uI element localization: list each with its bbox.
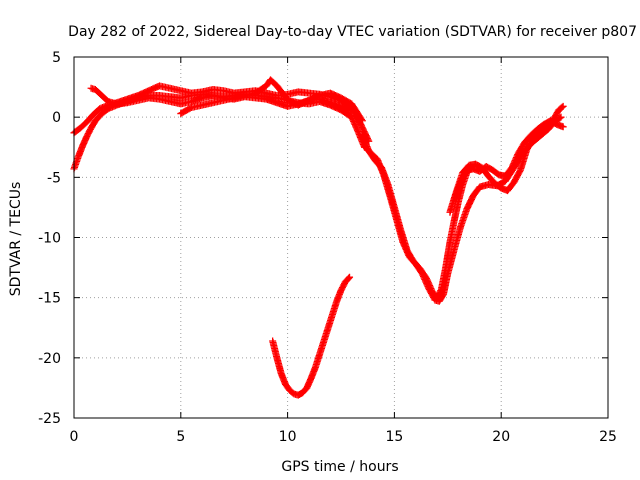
data-marker — [558, 103, 566, 111]
y-tick-label: -25 — [38, 411, 61, 427]
data-point — [559, 123, 567, 131]
series-4 — [177, 76, 366, 125]
data-point — [346, 273, 354, 281]
data-marker — [556, 114, 564, 122]
axis-ticks: 0 5 10 15 20 25 5 0 -5 -10 -15 -20 -25 — [38, 50, 617, 445]
y-tick-label: 0 — [52, 110, 61, 126]
data-marker — [358, 115, 366, 123]
y-tick-label: -10 — [38, 231, 61, 247]
x-tick-label: 5 — [176, 429, 185, 445]
x-tick-label: 25 — [599, 429, 617, 445]
x-axis-label: GPS time / hours — [281, 459, 398, 475]
y-axis-label: SDTVAR / TECUs — [8, 182, 24, 297]
x-tick-label: 10 — [279, 429, 297, 445]
series-9 — [269, 273, 354, 399]
data-marker — [345, 274, 353, 282]
y-tick-label: -20 — [38, 351, 61, 367]
y-tick-label: 5 — [52, 50, 61, 66]
y-tick-label: -5 — [47, 170, 61, 186]
chart-title: Day 282 of 2022, Sidereal Day-to-day VTE… — [68, 24, 637, 40]
y-tick-label: -15 — [38, 291, 61, 307]
series-8 — [450, 117, 567, 203]
x-tick-label: 15 — [385, 429, 403, 445]
data-point — [559, 102, 567, 110]
data-point — [557, 113, 565, 121]
data-series — [70, 76, 567, 399]
data-point — [358, 117, 366, 125]
x-tick-label: 0 — [70, 429, 79, 445]
x-tick-label: 20 — [492, 429, 510, 445]
